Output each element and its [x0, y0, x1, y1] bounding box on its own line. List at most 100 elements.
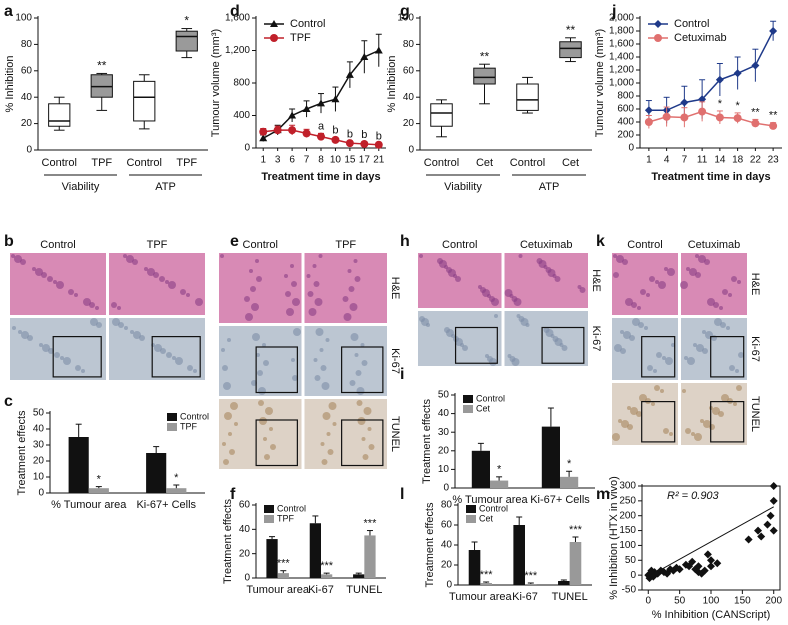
marker — [751, 61, 760, 70]
group-label: ATP — [539, 181, 560, 193]
cell — [647, 365, 653, 371]
x-tick-label: 1 — [646, 155, 652, 166]
cell — [680, 281, 688, 289]
y-tick-label: 40 — [441, 540, 453, 551]
panel-letter: b — [4, 233, 14, 250]
marker — [288, 111, 297, 119]
x-tick-label: 6 — [289, 155, 295, 166]
cell — [313, 281, 320, 287]
panel-letter: m — [596, 486, 610, 503]
cell — [639, 394, 647, 402]
micrograph — [109, 253, 205, 315]
cell — [293, 328, 301, 336]
cell — [292, 375, 298, 381]
marker — [769, 27, 778, 35]
cell — [720, 322, 726, 328]
annotation: * — [567, 458, 572, 470]
cell — [223, 459, 229, 465]
cell — [682, 389, 686, 393]
cell — [637, 306, 641, 310]
cell — [292, 298, 300, 306]
point — [769, 496, 778, 505]
marker — [317, 132, 325, 141]
cell — [63, 357, 71, 365]
y-tick-label: 50 — [438, 390, 450, 401]
annotation: b — [347, 128, 353, 140]
y-tick-label: 80 — [441, 500, 453, 511]
marker — [345, 139, 354, 148]
panel-letter: c — [4, 393, 13, 410]
cell — [658, 281, 666, 289]
y-tick-label: 1,800 — [609, 26, 634, 37]
cell — [160, 348, 166, 354]
legend-label: TPF — [290, 32, 311, 44]
legend-label: TPF — [277, 513, 295, 523]
marker — [662, 112, 671, 121]
legend-label: Control — [476, 393, 505, 403]
cell — [35, 268, 43, 276]
cell — [313, 358, 318, 362]
column-label: Control — [627, 239, 662, 251]
y-tick-label: 40 — [33, 424, 45, 435]
bar — [277, 573, 289, 578]
bar — [364, 535, 376, 578]
column-label: Control — [442, 239, 477, 251]
x-tick-label: Cet — [476, 157, 493, 169]
x-tick-label: Ki-67 — [512, 591, 538, 603]
cell — [258, 400, 264, 406]
cell — [12, 326, 16, 330]
cell — [53, 280, 57, 284]
group-label: Viability — [444, 181, 482, 193]
cell — [660, 389, 664, 393]
cell — [312, 264, 317, 268]
annotation: * — [184, 14, 189, 28]
cell — [622, 259, 628, 265]
cell — [350, 333, 359, 341]
cell — [39, 343, 43, 347]
annotation: b — [376, 130, 382, 142]
cell — [245, 313, 253, 321]
y-tick-label: 100 — [619, 540, 636, 551]
x-tick-label: TPF — [176, 157, 197, 169]
y-axis-label: % Inhibition — [4, 56, 16, 113]
y-tick-label: 20 — [441, 560, 453, 571]
cell — [737, 280, 741, 284]
y-tick-label: 400 — [233, 110, 250, 121]
group-label: ATP — [155, 181, 176, 193]
point — [769, 526, 778, 535]
cell — [180, 289, 186, 295]
cell — [263, 360, 269, 366]
cell — [552, 336, 559, 342]
annotation: *** — [569, 524, 583, 536]
x-tick-label: 0 — [645, 596, 651, 607]
box — [516, 83, 539, 111]
cell — [259, 417, 267, 425]
cell — [133, 331, 141, 339]
cell — [667, 268, 675, 276]
cell — [704, 259, 710, 265]
cell — [419, 316, 425, 322]
box — [48, 103, 71, 127]
cell — [111, 302, 117, 308]
cell — [629, 335, 635, 341]
point — [766, 511, 775, 520]
cell — [612, 433, 620, 441]
legend-marker — [270, 34, 278, 42]
cell — [347, 269, 352, 273]
y-tick-label: 0 — [38, 488, 44, 499]
inset — [541, 326, 585, 364]
cell — [703, 420, 711, 428]
cell — [159, 276, 165, 282]
x-tick-label: 22 — [750, 155, 762, 166]
x-tick-label: 11 — [697, 155, 708, 166]
point — [703, 550, 712, 559]
cell — [614, 344, 622, 352]
cell — [687, 357, 695, 365]
cell — [126, 255, 134, 263]
cell — [229, 449, 235, 455]
y-tick-label: 50 — [625, 555, 637, 566]
inset — [341, 419, 384, 467]
x-tick-label: Control — [510, 157, 545, 169]
y-tick-label: 1,200 — [225, 45, 250, 56]
cell — [722, 289, 728, 295]
